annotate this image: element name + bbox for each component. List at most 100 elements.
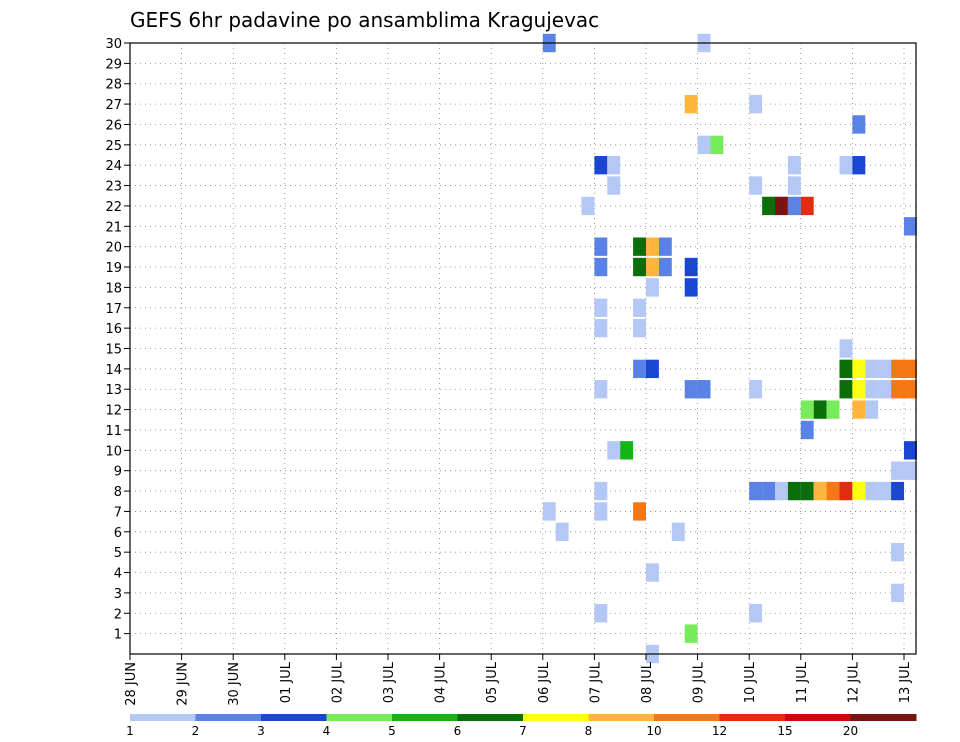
precip-cell bbox=[891, 461, 904, 480]
legend-swatch bbox=[523, 714, 589, 721]
y-tick-label: 22 bbox=[105, 200, 122, 215]
y-tick-label: 29 bbox=[105, 57, 122, 72]
precip-cell bbox=[594, 318, 608, 338]
precip-cell bbox=[594, 156, 608, 175]
precip-cell bbox=[813, 481, 827, 501]
precip-cell bbox=[594, 502, 608, 521]
legend-label: 7 bbox=[519, 724, 527, 738]
precip-cell bbox=[607, 156, 621, 175]
precip-cell bbox=[775, 196, 788, 216]
precip-cell bbox=[594, 481, 608, 501]
precip-cell bbox=[762, 196, 775, 216]
x-tick-label: 03 JUL bbox=[382, 661, 397, 703]
precip-cell bbox=[787, 481, 801, 501]
precip-cell bbox=[633, 359, 646, 379]
legend-swatch bbox=[654, 714, 720, 721]
precip-cell bbox=[904, 441, 917, 460]
precip-cell bbox=[852, 380, 866, 399]
precip-cell bbox=[839, 156, 853, 175]
precip-cell bbox=[594, 604, 608, 623]
precip-cell bbox=[594, 380, 608, 399]
y-tick-label: 11 bbox=[105, 424, 122, 439]
y-axis: 1234567891011121314151617181920212223242… bbox=[105, 37, 130, 643]
precip-cell bbox=[826, 481, 840, 501]
legend-swatch bbox=[785, 714, 851, 721]
precip-cell bbox=[904, 217, 917, 236]
legend-swatch bbox=[588, 714, 655, 721]
y-tick-label: 6 bbox=[114, 526, 122, 541]
y-tick-label: 13 bbox=[105, 383, 122, 398]
precip-cell bbox=[633, 237, 646, 256]
legend-label: 6 bbox=[454, 724, 462, 738]
precip-cell bbox=[904, 359, 917, 379]
legend-label: 5 bbox=[388, 724, 396, 738]
precip-cell bbox=[671, 522, 685, 541]
precip-cell bbox=[800, 481, 814, 501]
precip-cell bbox=[852, 481, 866, 501]
y-tick-label: 26 bbox=[105, 118, 122, 133]
legend-label: 12 bbox=[712, 724, 727, 738]
y-tick-label: 3 bbox=[114, 587, 122, 602]
precip-cell bbox=[684, 257, 698, 277]
x-tick-label: 02 JUL bbox=[330, 661, 345, 703]
precip-cell bbox=[839, 481, 853, 501]
legend-label: 1 bbox=[126, 724, 134, 738]
x-tick-label: 13 JUL bbox=[898, 661, 913, 703]
precip-cell bbox=[633, 502, 646, 521]
precip-cell bbox=[904, 461, 917, 480]
x-tick-label: 07 JUL bbox=[588, 661, 603, 703]
precip-cell bbox=[865, 359, 879, 379]
precip-cell bbox=[607, 441, 621, 460]
legend-label: 20 bbox=[843, 724, 858, 738]
x-tick-label: 01 JUL bbox=[279, 661, 294, 703]
precip-cell bbox=[542, 502, 556, 521]
precip-cell bbox=[684, 624, 698, 643]
legend-label: 2 bbox=[192, 724, 200, 738]
precip-cell bbox=[800, 420, 814, 440]
precip-cell bbox=[787, 196, 801, 216]
precip-cell bbox=[839, 380, 853, 399]
precip-cell bbox=[646, 278, 659, 297]
precip-cell bbox=[865, 400, 879, 419]
precip-cell bbox=[762, 481, 775, 501]
precip-cell bbox=[852, 359, 866, 379]
x-tick-label: 06 JUL bbox=[537, 661, 552, 703]
precip-cell bbox=[749, 604, 763, 623]
y-tick-label: 14 bbox=[105, 363, 122, 378]
precip-cell bbox=[787, 156, 801, 175]
y-tick-label: 9 bbox=[114, 465, 122, 480]
x-tick-label: 29 JUN bbox=[176, 662, 191, 706]
x-tick-label: 08 JUL bbox=[640, 661, 655, 703]
legend-label: 4 bbox=[323, 724, 331, 738]
legend-label: 10 bbox=[646, 724, 661, 738]
precip-cell bbox=[633, 298, 646, 317]
x-tick-label: 09 JUL bbox=[692, 661, 707, 703]
x-tick-label: 28 JUN bbox=[124, 662, 139, 706]
grid-lines bbox=[129, 42, 916, 654]
precip-cell bbox=[800, 400, 814, 419]
y-tick-label: 23 bbox=[105, 180, 122, 195]
precip-cell bbox=[775, 481, 788, 501]
precip-cell bbox=[865, 481, 879, 501]
precip-cell bbox=[697, 380, 711, 399]
chart-title: GEFS 6hr padavine po ansamblima Kragujev… bbox=[130, 8, 599, 32]
precip-cell bbox=[878, 380, 892, 399]
precip-cell bbox=[594, 237, 608, 256]
legend-swatch bbox=[130, 714, 196, 721]
precip-cell bbox=[852, 400, 866, 419]
y-tick-label: 7 bbox=[114, 505, 122, 520]
precip-cell bbox=[646, 563, 659, 582]
precip-cell bbox=[891, 359, 904, 379]
precip-cell bbox=[658, 257, 672, 277]
y-tick-label: 16 bbox=[105, 322, 122, 337]
y-tick-label: 19 bbox=[105, 261, 122, 276]
precip-cell bbox=[684, 380, 698, 399]
legend-swatch bbox=[392, 714, 458, 721]
precip-cell bbox=[865, 380, 879, 399]
legend-swatch bbox=[850, 714, 917, 721]
precip-cell bbox=[684, 278, 698, 297]
y-tick-label: 28 bbox=[105, 78, 122, 93]
precip-cell bbox=[749, 94, 763, 114]
x-tick-label: 30 JUN bbox=[227, 662, 242, 706]
precip-cell bbox=[646, 237, 659, 256]
